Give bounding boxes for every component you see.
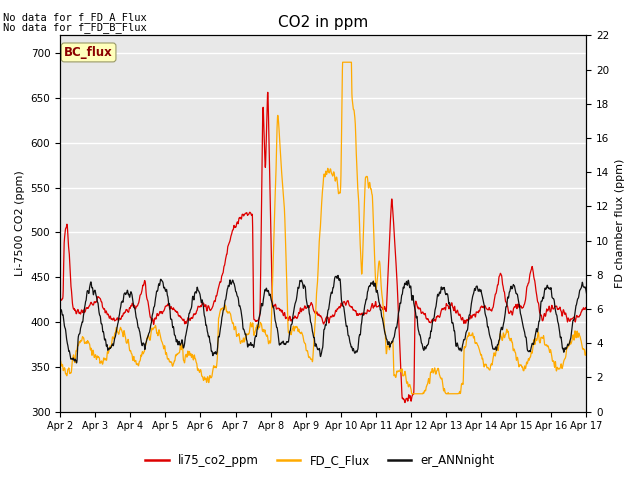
Title: CO2 in ppm: CO2 in ppm xyxy=(278,15,369,30)
Text: No data for f_FD_B_Flux: No data for f_FD_B_Flux xyxy=(3,22,147,33)
Text: BC_flux: BC_flux xyxy=(64,46,113,59)
Text: No data for f_FD_A_Flux: No data for f_FD_A_Flux xyxy=(3,12,147,23)
Legend: li75_co2_ppm, FD_C_Flux, er_ANNnight: li75_co2_ppm, FD_C_Flux, er_ANNnight xyxy=(140,449,500,472)
Y-axis label: FD chamber flux (ppm): FD chamber flux (ppm) xyxy=(615,159,625,288)
Y-axis label: Li-7500 CO2 (ppm): Li-7500 CO2 (ppm) xyxy=(15,170,25,276)
